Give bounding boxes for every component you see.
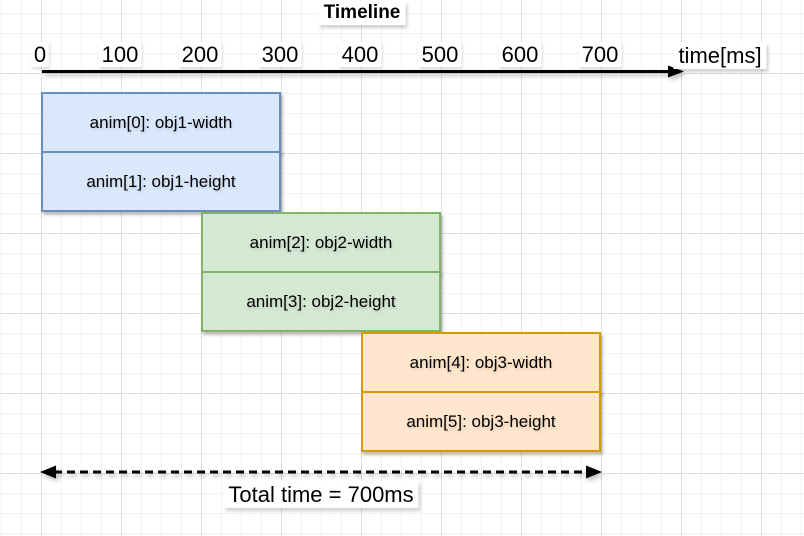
axis-tick-100: 100 bbox=[98, 42, 142, 68]
bar-label-anim4: anim[4]: obj3-width bbox=[409, 352, 553, 372]
timeline-bar-anim0: anim[0]: obj1-width bbox=[41, 92, 281, 153]
bar-label-anim0: anim[0]: obj1-width bbox=[89, 112, 233, 132]
axis-tick-400: 400 bbox=[338, 42, 382, 68]
total-time-arrow bbox=[40, 465, 602, 479]
axis-tick-600: 600 bbox=[498, 42, 542, 68]
timeline-bar-anim2: anim[2]: obj2-width bbox=[201, 212, 441, 273]
total-time-label: Total time = 700ms bbox=[223, 481, 419, 509]
axis-tick-0: 0 bbox=[30, 42, 50, 68]
bar-label-anim1: anim[1]: obj1-height bbox=[86, 171, 236, 191]
bar-label-anim5: anim[5]: obj3-height bbox=[406, 411, 556, 431]
axis-unit-label: time[ms] bbox=[673, 42, 767, 70]
timeline-bar-anim3: anim[3]: obj2-height bbox=[201, 271, 441, 332]
axis-tick-200: 200 bbox=[178, 42, 222, 68]
bar-label-anim2: anim[2]: obj2-width bbox=[249, 232, 393, 252]
timeline-bar-anim4: anim[4]: obj3-width bbox=[361, 332, 601, 393]
axis-tick-500: 500 bbox=[418, 42, 462, 68]
timeline-bar-anim5: anim[5]: obj3-height bbox=[361, 391, 601, 452]
axis-tick-700: 700 bbox=[578, 42, 622, 68]
diagram-title: Timeline bbox=[318, 1, 406, 25]
time-axis-arrow bbox=[42, 65, 684, 78]
axis-tick-300: 300 bbox=[258, 42, 302, 68]
timeline-bar-anim1: anim[1]: obj1-height bbox=[41, 151, 281, 212]
bar-label-anim3: anim[3]: obj2-height bbox=[246, 291, 396, 311]
